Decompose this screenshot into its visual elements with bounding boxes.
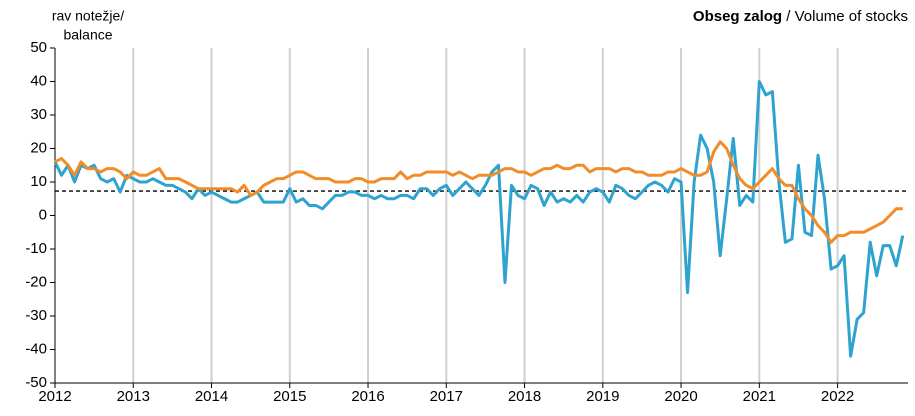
y-tick-label: 30: [30, 106, 47, 123]
x-tick-label: 2017: [430, 388, 463, 405]
series-line: [53, 80, 905, 358]
y-tick-label: -10: [25, 240, 47, 257]
y-tick-label: 0: [39, 206, 47, 223]
x-tick-label: 2016: [351, 388, 384, 405]
x-tick-label: 2021: [743, 388, 776, 405]
chart-subtitle: / Volume of stocks: [786, 8, 908, 25]
y-tick-label: -20: [25, 273, 47, 290]
y-tick-label: -30: [25, 307, 47, 324]
y-tick-label: -50: [25, 374, 47, 391]
x-tick-label: 2019: [586, 388, 619, 405]
x-tick-label: 2012: [38, 388, 71, 405]
chart-title: Obseg zalog: [693, 8, 782, 25]
x-tick-label: 2014: [195, 388, 228, 405]
series-line: [54, 140, 903, 244]
y-tick-label: 10: [30, 173, 47, 190]
y-tick-label: 20: [30, 139, 47, 156]
y-axis-label: balance: [63, 27, 112, 43]
y-tick-label: -40: [25, 340, 47, 357]
x-tick-label: 2018: [508, 388, 541, 405]
y-tick-label: 40: [30, 72, 47, 89]
x-tick-label: 2013: [117, 388, 150, 405]
y-axis-label: rav notežje/: [52, 8, 124, 24]
x-tick-label: 2022: [821, 388, 854, 405]
x-tick-label: 2020: [664, 388, 697, 405]
x-tick-label: 2015: [273, 388, 306, 405]
chart-title: Obseg zalog / Volume of stocks: [693, 8, 908, 25]
y-tick-label: 50: [30, 39, 47, 56]
